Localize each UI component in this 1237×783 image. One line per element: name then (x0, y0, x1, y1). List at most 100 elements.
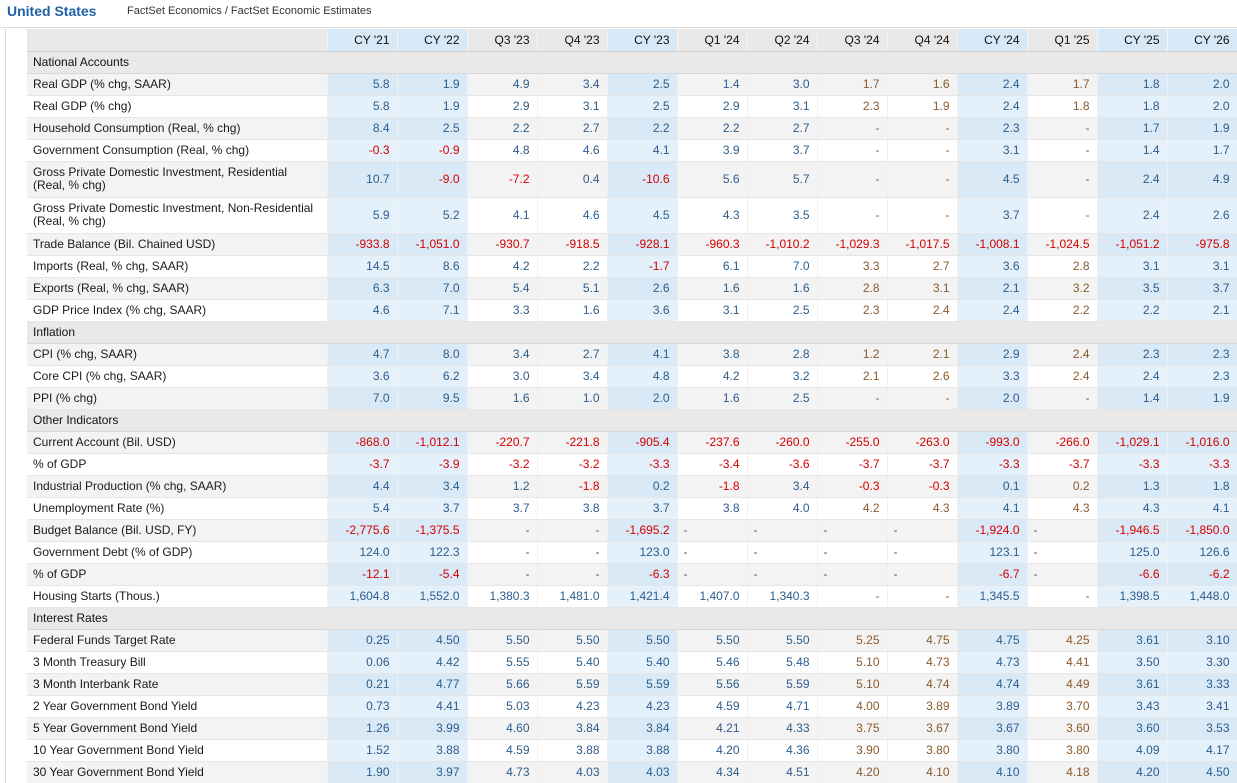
row-label[interactable]: Gross Private Domestic Investment, Non-R… (27, 197, 328, 234)
table-cell: 4.7 (327, 343, 398, 366)
table-cell: 4.42 (397, 651, 468, 674)
row-label[interactable]: 3 Month Treasury Bill (27, 651, 328, 674)
table-cell: 3.4 (747, 475, 818, 498)
table-row: Government Consumption (Real, % chg) -0.3… (27, 139, 1237, 162)
column-header[interactable]: CY '22 (397, 29, 468, 52)
table-cell: -3.7 (1027, 453, 1098, 476)
table-cell: 124.0 (327, 541, 398, 564)
table-cell: 4.03 (607, 761, 678, 783)
table-cell: 4.74 (887, 673, 958, 696)
table-cell: 5.1 (537, 277, 608, 300)
row-label[interactable]: Trade Balance (Bil. Chained USD) (27, 233, 328, 256)
table-cell: 1,345.5 (957, 585, 1028, 608)
row-label[interactable]: Real GDP (% chg, SAAR) (27, 73, 328, 96)
table-cell: 3.6 (957, 255, 1028, 278)
row-label[interactable]: CPI (% chg, SAAR) (27, 343, 328, 366)
row-label[interactable]: % of GDP (27, 453, 328, 476)
source-breadcrumb: FactSet Economics / FactSet Economic Est… (127, 5, 372, 17)
row-label[interactable]: Industrial Production (% chg, SAAR) (27, 475, 328, 498)
column-header[interactable]: Q3 '23 (467, 29, 538, 52)
column-header[interactable]: CY '25 (1097, 29, 1168, 52)
row-label[interactable]: Government Debt (% of GDP) (27, 541, 328, 564)
table-cell: 3.84 (537, 717, 608, 740)
column-header[interactable]: Q1 '24 (677, 29, 748, 52)
row-label[interactable]: PPI (% chg) (27, 387, 328, 410)
table-cell: - (887, 563, 958, 586)
table-cell: -6.6 (1097, 563, 1168, 586)
row-label[interactable]: Household Consumption (Real, % chg) (27, 117, 328, 140)
table-cell: - (537, 519, 608, 542)
table-cell: 4.8 (467, 139, 538, 162)
table-cell: 1.4 (1097, 387, 1168, 410)
column-header[interactable]: Q4 '23 (537, 29, 608, 52)
row-label[interactable]: Core CPI (% chg, SAAR) (27, 365, 328, 388)
table-cell: 5.40 (537, 651, 608, 674)
row-label[interactable]: Current Account (Bil. USD) (27, 431, 328, 454)
table-cell: 1.9 (887, 95, 958, 118)
table-cell: 14.5 (327, 255, 398, 278)
row-label[interactable]: Exports (Real, % chg, SAAR) (27, 277, 328, 300)
table-cell: 1.9 (1167, 117, 1237, 140)
column-header[interactable]: CY '21 (327, 29, 398, 52)
table-cell: 3.6 (607, 299, 678, 322)
table-cell: 4.5 (957, 161, 1028, 198)
table-cell: 4.75 (887, 629, 958, 652)
table-cell: -221.8 (537, 431, 608, 454)
row-label[interactable]: Gross Private Domestic Investment, Resid… (27, 161, 328, 198)
table-cell: 4.4 (327, 475, 398, 498)
table-cell: 4.41 (397, 695, 468, 718)
column-header[interactable]: CY '24 (957, 29, 1028, 52)
row-label[interactable]: Imports (Real, % chg, SAAR) (27, 255, 328, 278)
table-cell: 3.67 (887, 717, 958, 740)
column-header[interactable]: CY '26 (1167, 29, 1237, 52)
table-cell: - (1027, 519, 1098, 542)
row-label[interactable]: 2 Year Government Bond Yield (27, 695, 328, 718)
table-cell: 0.21 (327, 673, 398, 696)
row-label[interactable]: Real GDP (% chg) (27, 95, 328, 118)
country-title[interactable]: United States (7, 3, 97, 19)
table-cell: 1.2 (817, 343, 888, 366)
row-label[interactable]: GDP Price Index (% chg, SAAR) (27, 299, 328, 322)
table-cell: 5.59 (747, 673, 818, 696)
row-label[interactable]: 10 Year Government Bond Yield (27, 739, 328, 762)
table-cell: 1.7 (1097, 117, 1168, 140)
column-header[interactable]: Q2 '24 (747, 29, 818, 52)
row-label[interactable]: 5 Year Government Bond Yield (27, 717, 328, 740)
row-label[interactable]: Government Consumption (Real, % chg) (27, 139, 328, 162)
table-cell: 1,604.8 (327, 585, 398, 608)
row-label[interactable]: % of GDP (27, 563, 328, 586)
table-cell: -1,024.5 (1027, 233, 1098, 256)
table-cell: 3.88 (397, 739, 468, 762)
row-label[interactable]: Unemployment Rate (%) (27, 497, 328, 520)
row-label[interactable]: 30 Year Government Bond Yield (27, 761, 328, 783)
table-cell: - (817, 197, 888, 234)
table-cell: 5.50 (747, 629, 818, 652)
table-cell: 5.59 (607, 673, 678, 696)
column-header[interactable]: CY '23 (607, 29, 678, 52)
row-label[interactable]: 3 Month Interbank Rate (27, 673, 328, 696)
table-cell: 0.1 (957, 475, 1028, 498)
table-cell: 4.73 (887, 651, 958, 674)
table-cell: -918.5 (537, 233, 608, 256)
table-cell: -220.7 (467, 431, 538, 454)
table-cell: 1.7 (1027, 73, 1098, 96)
table-cell: 2.1 (957, 277, 1028, 300)
table-cell: 4.25 (1027, 629, 1098, 652)
column-header[interactable]: Q3 '24 (817, 29, 888, 52)
table-row: 5 Year Government Bond Yield 1.26 3.99 4.60… (27, 717, 1237, 740)
table-cell: 2.7 (747, 117, 818, 140)
row-label[interactable]: Housing Starts (Thous.) (27, 585, 328, 608)
table-cell: 4.34 (677, 761, 748, 783)
table-cell: 2.0 (1167, 73, 1237, 96)
table-cell: 4.23 (607, 695, 678, 718)
table-cell: 1,398.5 (1097, 585, 1168, 608)
column-header[interactable]: Q4 '24 (887, 29, 958, 52)
table-cell: -3.4 (677, 453, 748, 476)
row-label[interactable]: Federal Funds Target Rate (27, 629, 328, 652)
column-header[interactable]: Q1 '25 (1027, 29, 1098, 52)
table-cell: 4.23 (537, 695, 608, 718)
row-label[interactable]: Budget Balance (Bil. USD, FY) (27, 519, 328, 542)
table-cell: 4.73 (467, 761, 538, 783)
section-header-row: Inflation (27, 321, 1237, 344)
section-title: Other Indicators (27, 409, 1237, 432)
